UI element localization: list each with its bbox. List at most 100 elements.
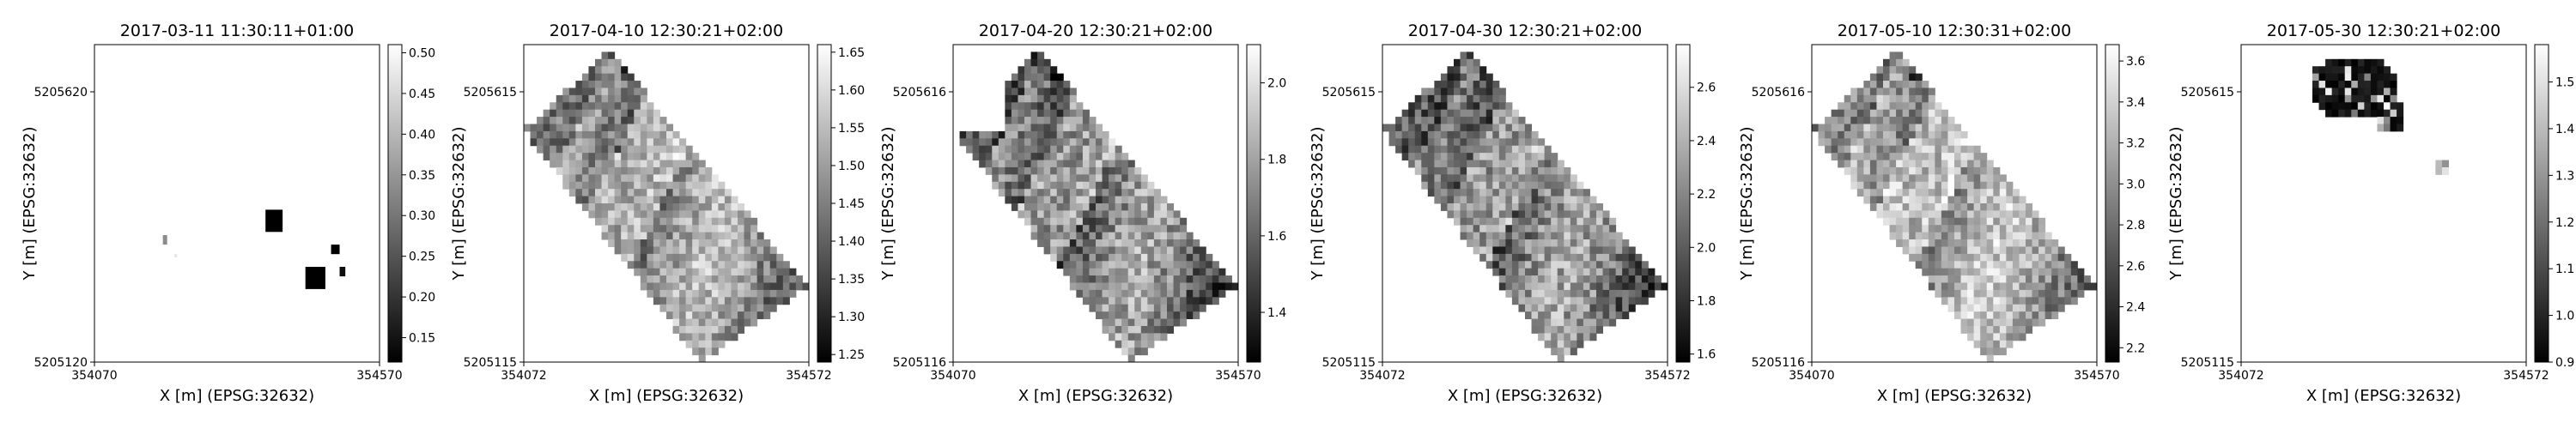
raster-pixel: [705, 318, 713, 327]
raster-pixel: [1069, 210, 1077, 219]
raster-pixel: [1434, 145, 1442, 154]
raster-pixel: [959, 130, 967, 139]
raster-pixel: [1511, 282, 1519, 291]
raster-pixel: [1551, 297, 1558, 305]
raster-pixel: [698, 189, 706, 197]
raster-pixel: [1076, 261, 1084, 269]
raster-pixel: [575, 102, 583, 111]
raster-pixel: [1193, 304, 1200, 312]
raster-pixel: [1876, 145, 1884, 154]
raster-pixel: [1160, 318, 1168, 327]
raster-pixel: [1935, 102, 1942, 111]
raster-pixel: [705, 325, 713, 334]
raster-pixel: [1076, 253, 1084, 262]
raster-pixel: [575, 160, 583, 168]
raster-pixel: [1525, 160, 1533, 168]
raster-pixel: [601, 181, 609, 190]
raster-pixel: [634, 253, 641, 262]
raster-pixel: [1467, 94, 1474, 103]
raster-pixel: [1440, 81, 1448, 88]
raster-pixel: [1551, 181, 1558, 190]
raster-pixel: [679, 203, 687, 211]
raster-pixel: [1909, 174, 1917, 183]
raster-pixel: [2377, 94, 2385, 103]
raster-pixel: [1909, 239, 1917, 247]
raster-pixel: [608, 181, 616, 190]
raster-pixel: [672, 174, 680, 183]
raster-pixel: [1147, 340, 1155, 348]
raster-pixel: [1941, 261, 1948, 269]
raster-pixel: [1173, 239, 1181, 247]
raster-pixel: [614, 138, 622, 147]
raster-pixel: [2070, 282, 2078, 291]
raster-pixel: [1531, 160, 1539, 168]
raster-pixel: [1069, 217, 1077, 226]
raster-pixel: [1421, 166, 1429, 175]
y-axis-label: Y [m] (EPSG:32632): [21, 127, 39, 281]
raster-pixel: [1447, 189, 1455, 197]
raster-pixel: [679, 289, 687, 298]
raster-pixel: [1531, 289, 1539, 298]
raster-pixel: [698, 297, 706, 305]
raster-pixel: [1935, 217, 1942, 226]
raster-pixel: [1467, 189, 1474, 197]
raster-pixel: [1844, 138, 1851, 147]
raster-pixel: [724, 210, 732, 219]
raster-pixel: [1850, 160, 1858, 168]
raster-pixel: [2070, 297, 2078, 305]
raster-pixel: [1876, 174, 1884, 183]
raster-pixel: [1589, 232, 1597, 240]
raster-pixel: [653, 253, 660, 262]
raster-pixel: [750, 311, 758, 320]
raster-pixel: [1609, 261, 1617, 269]
raster-pixel: [634, 166, 641, 175]
raster-pixel: [1564, 311, 1571, 320]
panel-3: 2017-04-20 12:30:21+02:00520561652051163…: [879, 21, 1286, 405]
raster-pixel: [1414, 124, 1422, 132]
raster-pixel: [1063, 246, 1071, 255]
raster-pixel: [1831, 109, 1838, 118]
raster-pixel: [621, 73, 629, 82]
raster-pixel: [1115, 174, 1122, 183]
raster-image: [1812, 51, 2098, 363]
raster-pixel: [1434, 189, 1442, 197]
raster-pixel: [562, 181, 570, 190]
raster-pixel: [1056, 196, 1064, 204]
raster-pixel: [1473, 153, 1480, 161]
raster-pixel: [724, 217, 732, 226]
raster-pixel: [1109, 232, 1116, 240]
raster-pixel: [1915, 232, 1923, 240]
raster-pixel: [562, 153, 570, 161]
raster-pixel: [1935, 289, 1942, 298]
raster-pixel: [1076, 246, 1084, 255]
raster-pixel: [1408, 138, 1416, 147]
raster-pixel: [1056, 81, 1064, 88]
raster-pixel: [1056, 94, 1064, 103]
raster-pixel: [556, 130, 563, 139]
raster-pixel: [1967, 153, 1975, 161]
raster-pixel: [1525, 253, 1533, 262]
raster-pixel: [1127, 275, 1135, 283]
raster-pixel: [1941, 232, 1948, 240]
raster-pixel: [575, 88, 583, 96]
raster-pixel: [1063, 239, 1071, 247]
raster-pixel: [608, 210, 616, 219]
raster-pixel: [731, 261, 738, 269]
raster-pixel: [1986, 210, 1994, 219]
raster-pixel: [1609, 268, 1617, 276]
raster-pixel: [581, 166, 589, 175]
raster-pixel: [640, 246, 647, 255]
raster-pixel: [731, 239, 738, 247]
raster-pixel: [724, 232, 732, 240]
raster-pixel: [756, 239, 764, 247]
raster-pixel: [1127, 268, 1135, 276]
raster-pixel: [543, 130, 550, 139]
raster-pixel: [698, 268, 706, 276]
raster-pixel: [1889, 181, 1897, 190]
raster-pixel: [1030, 58, 1038, 67]
raster-pixel: [1531, 246, 1539, 255]
raster-pixel: [1635, 268, 1643, 276]
raster-pixel: [1557, 253, 1564, 262]
raster-pixel: [1180, 318, 1188, 327]
raster-pixel: [1115, 210, 1122, 219]
